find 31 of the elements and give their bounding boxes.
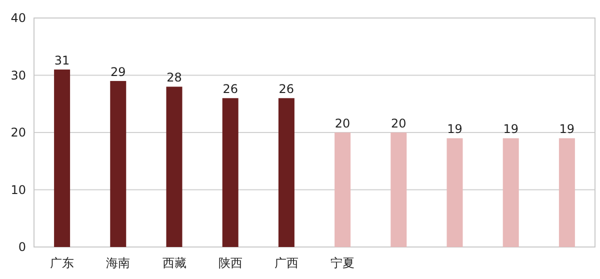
bar xyxy=(502,138,519,247)
bar xyxy=(222,98,238,247)
data-label: 20 xyxy=(391,116,406,130)
bar xyxy=(166,86,182,247)
data-label: 28 xyxy=(166,70,182,85)
bar xyxy=(334,132,351,247)
y-tick-label: 30 xyxy=(10,68,26,82)
y-tick-label: 20 xyxy=(10,126,26,140)
y-tick-label: 0 xyxy=(18,240,26,254)
data-label: 19 xyxy=(447,122,462,136)
x-tick-label: 海南 xyxy=(106,256,130,270)
data-label: 26 xyxy=(278,82,294,96)
x-tick-label: 宁夏 xyxy=(330,256,355,270)
x-tick-label: 广东 xyxy=(50,256,74,270)
bar xyxy=(558,138,575,247)
bar xyxy=(278,98,294,247)
x-tick-label: 西藏 xyxy=(162,256,186,270)
bar xyxy=(446,138,463,247)
bar xyxy=(390,132,407,247)
y-tick-label: 40 xyxy=(10,11,26,25)
data-label: 26 xyxy=(222,82,238,96)
bar xyxy=(54,70,70,247)
x-tick-label: 陕西 xyxy=(218,256,242,270)
y-tick-label: 10 xyxy=(10,182,26,197)
x-tick-label: 广西 xyxy=(274,256,298,270)
data-label: 29 xyxy=(110,64,126,79)
data-label: 19 xyxy=(559,122,575,136)
data-label: 31 xyxy=(54,54,70,68)
data-label: 20 xyxy=(334,116,350,130)
bar xyxy=(110,80,126,247)
data-label: 19 xyxy=(503,122,518,136)
